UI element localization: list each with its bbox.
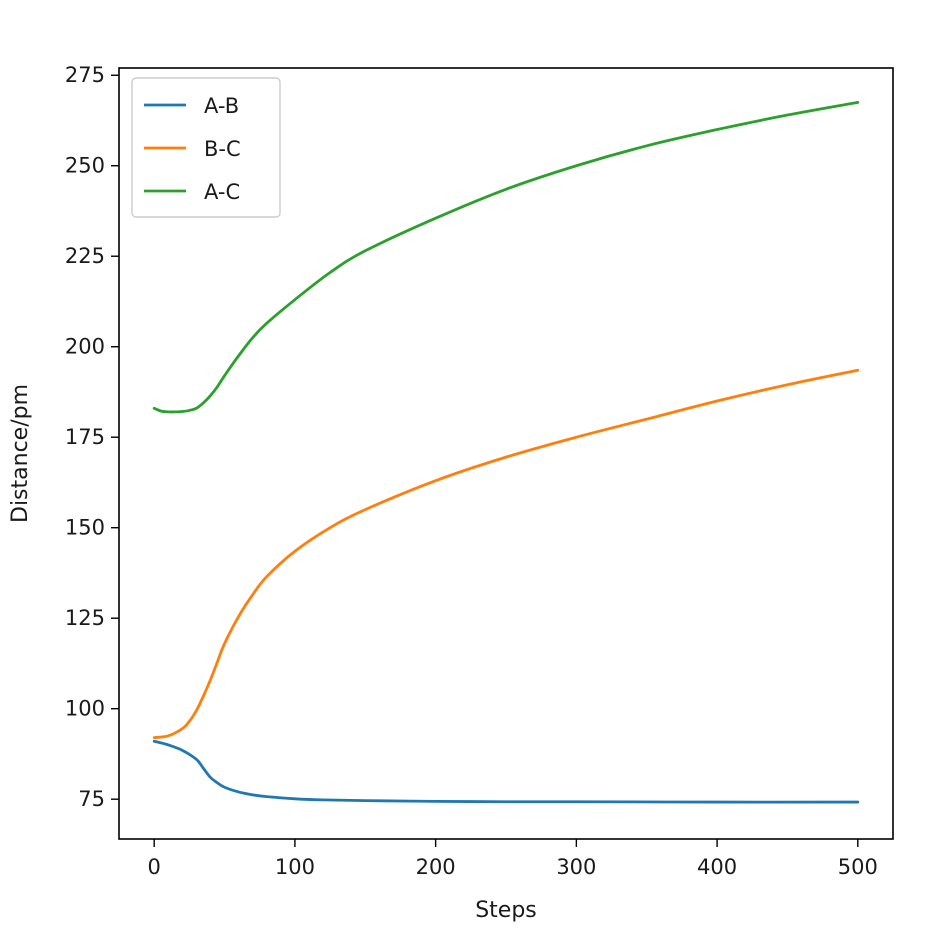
legend-box (131, 77, 281, 218)
series-line-a-b (152, 739, 860, 804)
legend-label-b-c: B-C (204, 137, 241, 161)
legend-label-a-c: A-C (204, 180, 240, 204)
series-line-a-c (152, 100, 860, 414)
series-line-b-c (152, 368, 860, 740)
y-tick-label: 150 (65, 516, 105, 540)
series-lines (152, 100, 860, 804)
plot-frame (118, 67, 894, 840)
y-tick-label: 200 (65, 335, 105, 359)
x-tick-label: 300 (556, 855, 596, 879)
y-tick-label: 175 (65, 425, 105, 449)
y-tick-label: 225 (65, 244, 105, 268)
legend-label-a-b: A-B (204, 94, 239, 118)
x-tick-label: 200 (416, 855, 456, 879)
y-tick-label: 250 (65, 154, 105, 178)
x-tick-label: 500 (838, 855, 878, 879)
y-tick-label: 125 (65, 606, 105, 630)
y-tick-label: 275 (65, 63, 105, 87)
x-axis-label: Steps (475, 898, 537, 923)
y-tick-label: 75 (78, 787, 105, 811)
y-axis-label: Distance/pm (8, 384, 33, 523)
x-tick-label: 100 (275, 855, 315, 879)
x-tick-label: 0 (147, 855, 160, 879)
x-tick-label: 400 (697, 855, 737, 879)
x-axis-ticks: 0 100 200 300 400 500 (147, 839, 878, 879)
legend: A-B B-C A-C (131, 77, 281, 218)
y-axis-ticks: 75 100 125 150 175 200 225 250 275 (65, 63, 119, 811)
y-tick-label: 100 (65, 697, 105, 721)
